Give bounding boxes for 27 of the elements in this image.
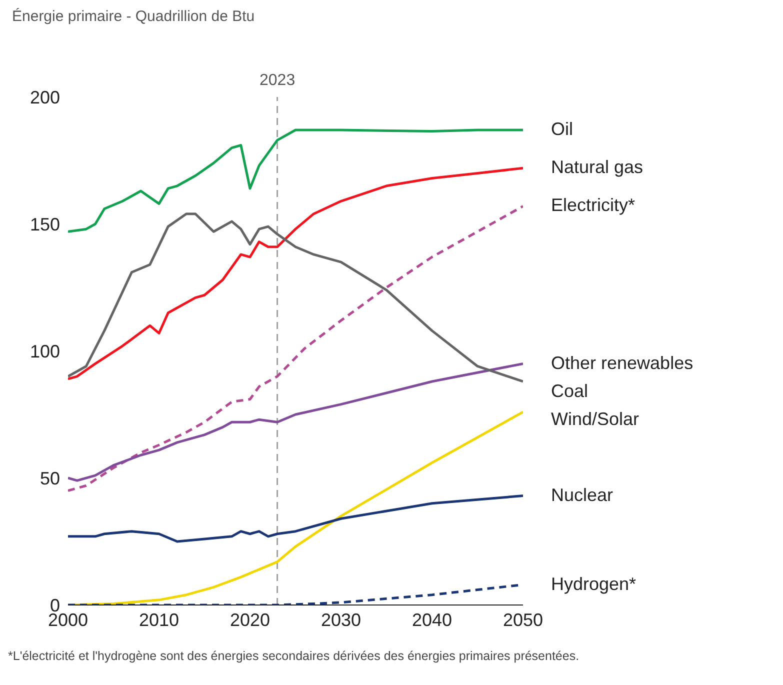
x-tick-label: 2030 [320, 610, 362, 630]
chart-title: Énergie primaire - Quadrillion de Btu [12, 8, 256, 25]
line-series [68, 212, 523, 383]
y-tick-label: 50 [40, 468, 60, 488]
series-label: Other renewables [551, 352, 694, 374]
y-tick-label: 200 [30, 87, 60, 108]
ref-line-label: 2023 [260, 72, 296, 89]
series-label: Hydrogen* [551, 574, 636, 595]
line-series [68, 494, 523, 543]
series-label: Oil [551, 119, 573, 140]
y-tick-label: 150 [30, 214, 60, 234]
x-tick-label: 2050 [502, 610, 544, 630]
series-label: Natural gas [551, 157, 644, 178]
y-tick-label: 100 [30, 341, 60, 362]
line-series [68, 204, 523, 492]
x-tick-label: 2010 [138, 610, 180, 630]
series-label: Nuclear [551, 484, 614, 506]
series-label: Wind/Solar [551, 408, 640, 430]
line-series [68, 128, 523, 233]
line-series [68, 362, 523, 482]
line-series [68, 410, 523, 605]
x-tick-label: 2040 [412, 610, 452, 630]
line-series [68, 166, 523, 380]
x-tick-label: 2020 [230, 610, 270, 630]
series-label: Coal [551, 380, 588, 402]
text: *L'électricité et l'hydrogène sont des énergies secondaires dérivées des énergies primaires présentées. [8, 649, 580, 663]
series-label: Electricity* [551, 195, 636, 216]
